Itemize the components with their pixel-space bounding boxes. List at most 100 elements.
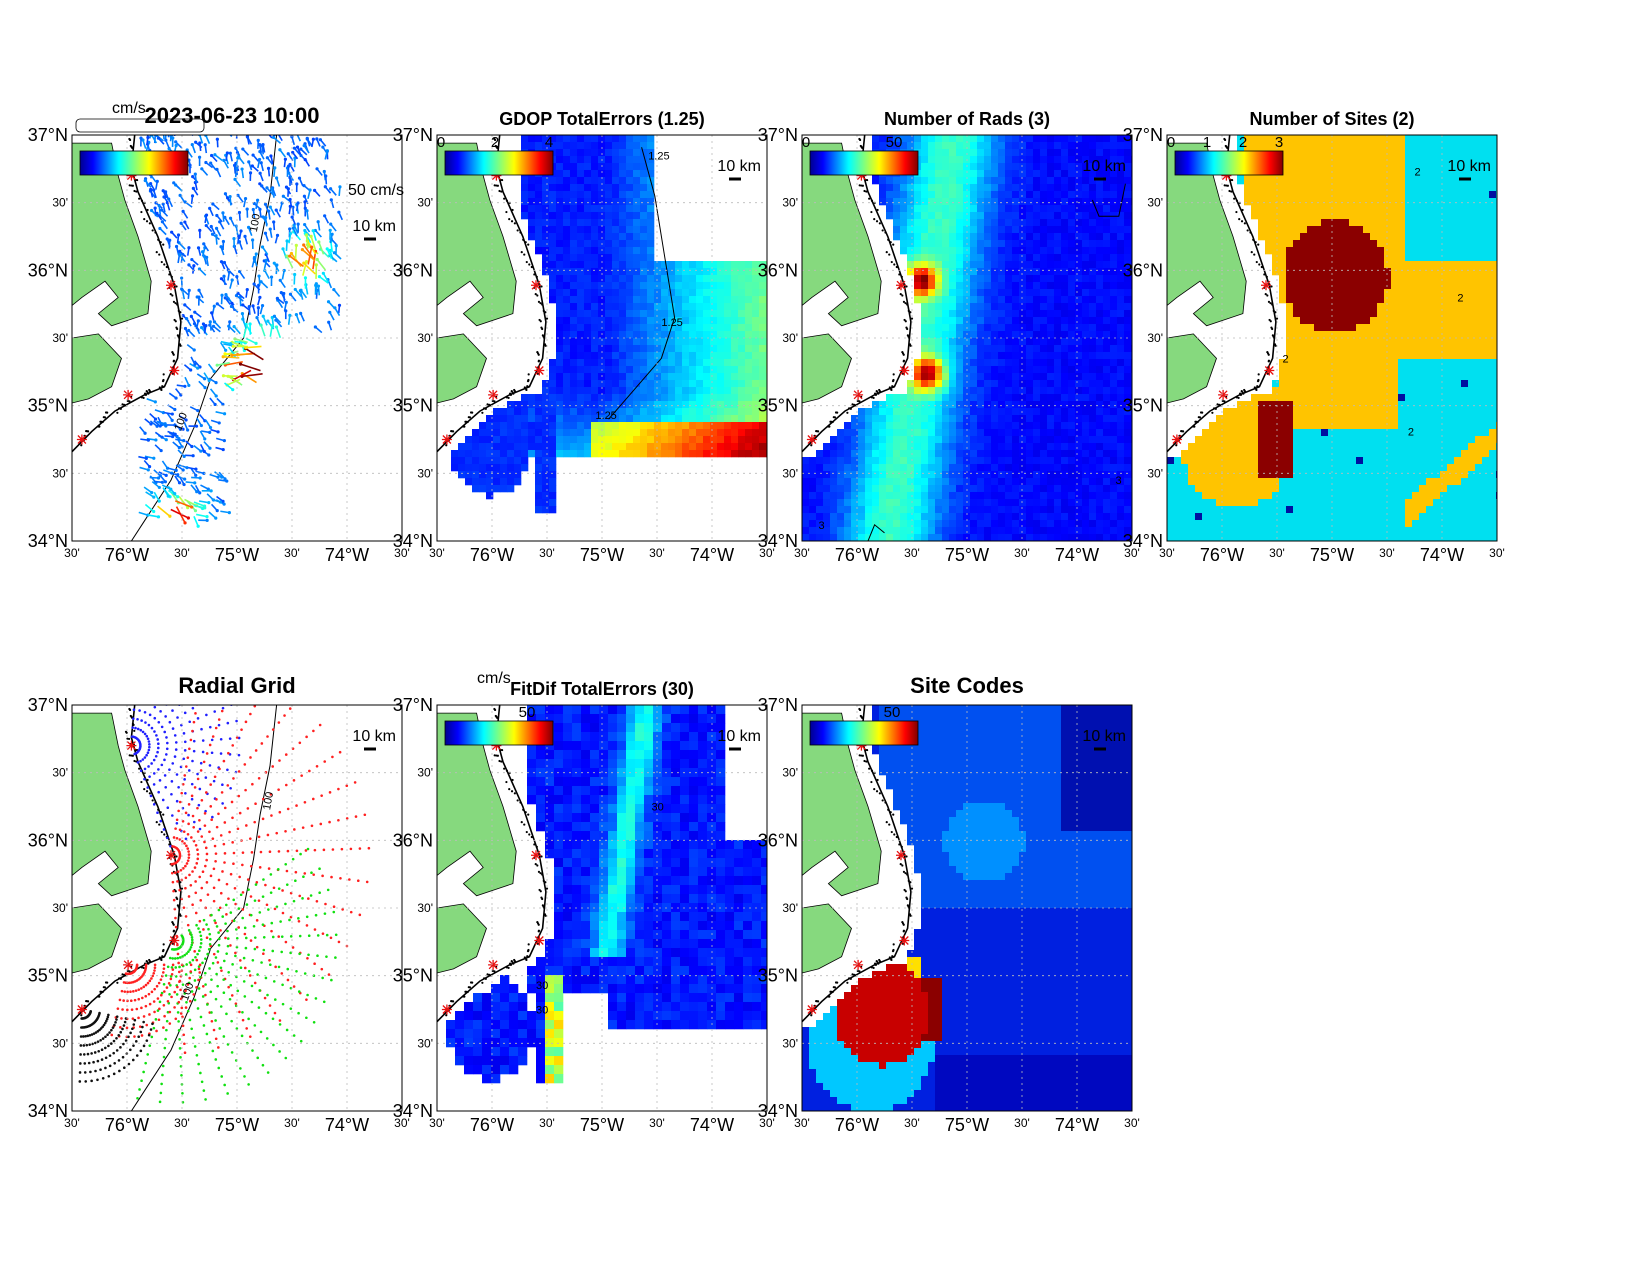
- land-area: [437, 333, 487, 404]
- grid-cell: [991, 492, 999, 500]
- current-vector-head: [303, 222, 307, 227]
- grid-cell: [921, 261, 929, 269]
- grid-cell: [731, 373, 739, 381]
- grid-cell: [900, 520, 908, 528]
- current-vector-head: [228, 216, 233, 220]
- grid-cell: [1054, 436, 1062, 444]
- grid-cell: [1033, 401, 1041, 409]
- grid-cell: [970, 142, 978, 150]
- grid-cell: [1019, 429, 1027, 437]
- grid-cell: [605, 380, 613, 388]
- current-vector-head: [326, 300, 331, 304]
- grid-cell: [914, 177, 922, 185]
- grid-cell: [998, 268, 1006, 276]
- current-vector-head: [207, 501, 211, 505]
- current-vector-head: [189, 368, 193, 372]
- grid-cell: [1033, 282, 1041, 290]
- grid-cell: [591, 345, 599, 353]
- grid-cell: [858, 429, 866, 437]
- grid-cell: [879, 415, 887, 423]
- current-vector-head: [171, 131, 174, 134]
- grid-cell: [1082, 366, 1090, 374]
- current-vector-head: [221, 355, 225, 359]
- grid-cell: [640, 275, 648, 283]
- grid-cell: [1103, 240, 1111, 248]
- grid-cell: [661, 401, 669, 409]
- grid-cell: [549, 177, 557, 185]
- grid-cell: [1026, 142, 1034, 150]
- grid-cell: [584, 373, 592, 381]
- grid-cell: [991, 184, 999, 192]
- grid-cell: [907, 450, 915, 458]
- current-vector-head: [149, 128, 152, 131]
- grid-cell: [1124, 429, 1132, 437]
- grid-cell: [1054, 352, 1062, 360]
- grid-cell: [956, 170, 964, 178]
- grid-cell: [1040, 443, 1048, 451]
- current-vector-head: [207, 453, 211, 457]
- grid-cell: [493, 450, 501, 458]
- current-vector-head: [197, 155, 202, 159]
- grid-cell: [1061, 380, 1069, 388]
- grid-cell: [837, 450, 845, 458]
- grid-cell: [668, 268, 676, 276]
- grid-cell: [1026, 191, 1034, 199]
- grid-cell: [556, 247, 564, 255]
- grid-cell: [1117, 226, 1125, 234]
- current-vector-head: [226, 196, 230, 200]
- grid-cell: [710, 275, 718, 283]
- grid-cell: [928, 373, 936, 381]
- grid-cell: [696, 345, 704, 353]
- current-vector-head: [328, 228, 332, 232]
- grid-cell: [535, 499, 543, 507]
- grid-cell: [591, 191, 599, 199]
- grid-cell: [507, 408, 515, 416]
- grid-cell: [956, 317, 964, 325]
- current-vector-head: [156, 136, 161, 140]
- grid-cell: [991, 233, 999, 241]
- coast-dot: [493, 184, 496, 187]
- grid-cell: [591, 289, 599, 297]
- grid-cell: [935, 401, 943, 409]
- current-vector-head: [285, 254, 289, 258]
- grid-cell: [1082, 457, 1090, 465]
- grid-cell: [591, 212, 599, 220]
- grid-cell: [956, 184, 964, 192]
- grid-cell: [1012, 219, 1020, 227]
- grid-cell: [1061, 366, 1069, 374]
- grid-cell: [865, 443, 873, 451]
- grid-cell: [675, 345, 683, 353]
- grid-cell: [942, 527, 950, 535]
- grid-cell: [738, 450, 746, 458]
- grid-cell: [493, 464, 501, 472]
- grid-cell: [1117, 247, 1125, 255]
- grid-cell: [1110, 394, 1118, 402]
- current-vector-head: [176, 473, 180, 477]
- grid-cell: [605, 408, 613, 416]
- grid-cell: [809, 478, 817, 486]
- grid-cell: [956, 261, 964, 269]
- current-vector-head: [257, 274, 261, 278]
- grid-cell: [907, 443, 915, 451]
- grid-cell: [921, 247, 929, 255]
- grid-cell: [886, 142, 894, 150]
- grid-cell: [956, 226, 964, 234]
- grid-cell: [1117, 303, 1125, 311]
- grid-cell: [1096, 478, 1104, 486]
- grid-cell: [1012, 226, 1020, 234]
- current-vector-head: [221, 211, 225, 215]
- grid-cell: [577, 366, 585, 374]
- grid-cell: [759, 282, 767, 290]
- grid-cell: [689, 429, 697, 437]
- grid-cell: [1096, 303, 1104, 311]
- grid-cell: [661, 408, 669, 416]
- grid-cell: [1061, 331, 1069, 339]
- grid-cell: [731, 261, 739, 269]
- grid-cell: [696, 387, 704, 395]
- current-vector-head: [322, 169, 326, 174]
- coast-dot: [176, 327, 179, 331]
- grid-cell: [633, 359, 641, 367]
- grid-cell: [1082, 331, 1090, 339]
- current-vector-head: [217, 421, 221, 425]
- grid-cell: [1117, 478, 1125, 486]
